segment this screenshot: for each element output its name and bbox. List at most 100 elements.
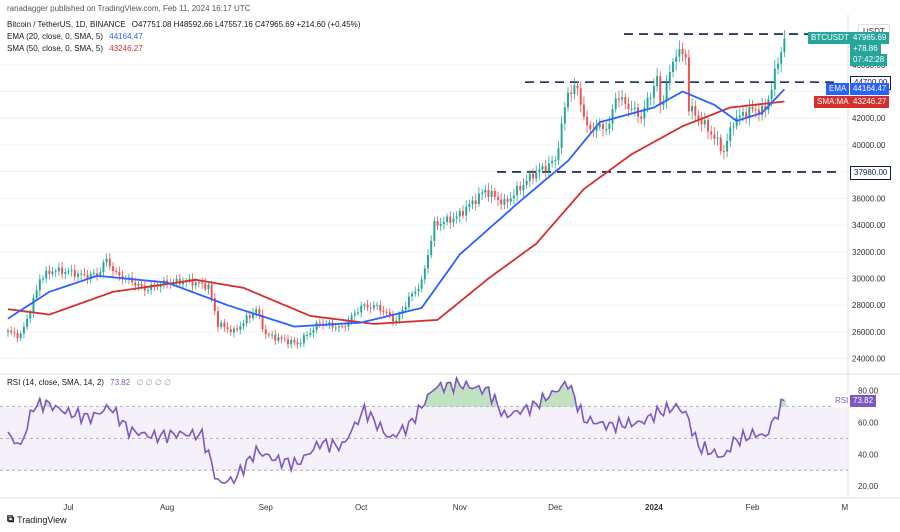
candle-body	[16, 333, 19, 339]
price-tick-label: 26000.00	[852, 328, 886, 337]
candle-body	[614, 98, 617, 110]
ema-label: EMA (20, close, 0, SMA, 5)	[7, 32, 104, 41]
candle-body	[223, 322, 226, 328]
candle-body	[398, 313, 401, 321]
candle-body	[430, 240, 433, 256]
candle-body	[134, 282, 137, 286]
candle-body	[668, 71, 671, 84]
candle-body	[350, 315, 353, 322]
candle-body	[452, 218, 455, 223]
candle-body	[579, 88, 582, 105]
candle-body	[318, 322, 321, 324]
candle-body	[392, 315, 394, 322]
candle-body	[239, 326, 242, 330]
candle-body	[194, 282, 197, 286]
candle-body	[404, 306, 407, 310]
candle-body	[334, 327, 337, 329]
price-tick-label: 24000.00	[852, 355, 886, 364]
candle-body	[274, 334, 277, 341]
candle-body	[127, 277, 130, 279]
candle-body	[137, 283, 140, 286]
sma-legend: SMA (50, close, 0, SMA, 5) 43246.27	[7, 44, 147, 53]
candle-body	[267, 334, 270, 336]
candle-body	[115, 270, 118, 272]
tv-logo-icon: ⧉	[7, 514, 15, 525]
ema-legend: EMA (20, close, 0, SMA, 5) 44164.47	[7, 32, 147, 41]
candle-body	[201, 282, 204, 284]
candle-body	[89, 273, 92, 279]
candle-body	[252, 312, 254, 318]
candle-body	[477, 193, 480, 204]
candle-body	[99, 272, 102, 275]
candle-body	[197, 282, 200, 284]
candle-body	[462, 210, 464, 216]
sma-name-tag: SMA:MA	[814, 95, 852, 108]
candle-body	[258, 309, 261, 315]
candle-body	[535, 172, 538, 179]
ema-name-tag: EMA	[826, 83, 850, 96]
candle-body	[640, 116, 643, 119]
candle-body	[19, 333, 22, 339]
candle-body	[649, 97, 652, 99]
candle-body	[337, 326, 340, 328]
time-tick-label: M	[841, 503, 848, 512]
rsi-tick-label: 40.00	[858, 450, 879, 459]
candle-body	[407, 296, 410, 307]
time-tick-label: Nov	[453, 503, 467, 512]
candle-body	[522, 184, 525, 191]
candle-body	[602, 124, 604, 130]
rsi-value: 73.82	[110, 378, 131, 387]
candle-body	[73, 270, 76, 277]
ema20-line	[7, 88, 786, 328]
candle-body	[573, 85, 576, 94]
candle-body	[42, 278, 44, 280]
candle-body	[684, 54, 687, 58]
candle-body	[652, 86, 655, 98]
price-tick-label: 30000.00	[852, 274, 886, 283]
candle-body	[255, 309, 258, 313]
candle-body	[551, 161, 554, 164]
candle-body	[372, 305, 375, 309]
candle-body	[681, 49, 684, 55]
candle-body	[306, 334, 309, 336]
candle-body	[112, 266, 114, 271]
candle-body	[245, 315, 248, 324]
candle-body	[411, 293, 414, 297]
candle-body	[490, 190, 493, 197]
candle-body	[570, 92, 573, 94]
candle-body	[395, 320, 398, 322]
candle-body	[83, 273, 86, 275]
candle-body	[64, 272, 67, 274]
candle-body	[299, 343, 302, 345]
candle-body	[471, 200, 474, 205]
candle-body	[376, 304, 379, 306]
candle-body	[70, 270, 73, 272]
candle-body	[516, 185, 519, 196]
candle-body	[13, 332, 16, 334]
candle-body	[449, 216, 452, 223]
candle-body	[446, 216, 449, 223]
candle-body	[493, 190, 496, 198]
candle-body	[229, 329, 232, 333]
ohlc-readout: O47751.08 H48592.66 L47557.16 C47965.69 …	[131, 20, 361, 29]
candle-body	[748, 107, 751, 118]
candle-body	[61, 267, 64, 274]
candle-body	[643, 107, 646, 119]
candle-body	[503, 199, 506, 205]
candle-body	[204, 283, 207, 290]
candle-body	[283, 338, 286, 340]
time-tick-label: Oct	[355, 503, 368, 512]
candle-body	[29, 312, 32, 319]
candle-body	[360, 305, 363, 313]
candle-body	[264, 329, 267, 335]
candle-body	[608, 123, 611, 129]
candle-body	[455, 216, 458, 219]
candle-body	[280, 337, 283, 339]
time-tick-label: Feb	[746, 503, 760, 512]
candle-body	[220, 322, 223, 327]
candle-body	[191, 278, 194, 286]
candle-body	[662, 101, 665, 106]
candle-body	[576, 85, 579, 89]
candle-body	[217, 311, 219, 327]
